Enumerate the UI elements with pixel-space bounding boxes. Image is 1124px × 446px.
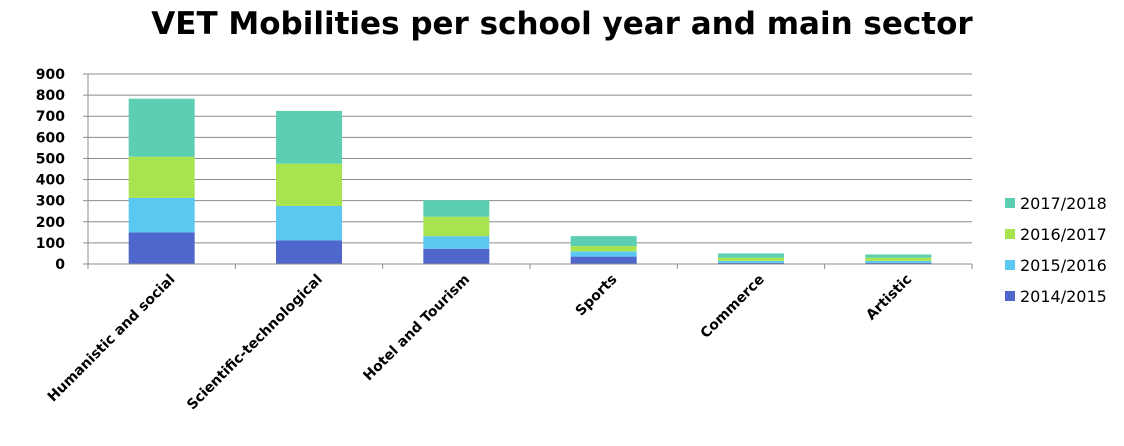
x-tick-label: Scientific-technological bbox=[184, 272, 326, 414]
y-tick-label: 300 bbox=[36, 194, 65, 210]
bar-segment bbox=[865, 254, 932, 258]
bar-segment bbox=[718, 257, 784, 261]
bar-segment bbox=[276, 163, 342, 206]
bar-segment bbox=[570, 236, 637, 247]
bar-segment bbox=[276, 205, 342, 241]
bar-segment bbox=[423, 216, 490, 237]
y-tick-label: 100 bbox=[36, 236, 65, 252]
legend-label: 2017/2018 bbox=[1020, 194, 1107, 213]
bar-segment bbox=[276, 240, 342, 264]
y-tick-label: 0 bbox=[55, 257, 65, 273]
bar-segment bbox=[718, 262, 784, 264]
x-tick-label: Hotel and Tourism bbox=[360, 272, 473, 385]
bar-segment bbox=[128, 98, 195, 157]
y-tick-label: 200 bbox=[36, 215, 65, 231]
y-tick-label: 400 bbox=[36, 173, 65, 189]
x-tick-label: Humanistic and social bbox=[45, 272, 179, 406]
y-tick-label: 800 bbox=[36, 88, 65, 104]
bar-segment bbox=[718, 253, 784, 258]
bar-segment bbox=[570, 251, 637, 257]
y-tick-label: 700 bbox=[36, 109, 65, 125]
legend-label: 2014/2015 bbox=[1020, 287, 1107, 306]
bar-segment bbox=[570, 256, 637, 264]
x-tick-label: Commerce bbox=[698, 272, 768, 342]
bar-segment bbox=[865, 257, 932, 261]
legend-label: 2016/2017 bbox=[1020, 225, 1107, 244]
bar-segment bbox=[276, 110, 342, 164]
bar-segment bbox=[128, 232, 195, 264]
legend-swatch bbox=[1005, 260, 1015, 270]
legend-label: 2015/2016 bbox=[1020, 256, 1107, 275]
bar-segment bbox=[718, 260, 784, 263]
bar-segment bbox=[865, 260, 932, 263]
bar-segment bbox=[570, 246, 637, 252]
bar-segment bbox=[865, 262, 932, 264]
y-tick-label: 500 bbox=[36, 151, 65, 167]
gridlines bbox=[88, 73, 972, 265]
legend-swatch bbox=[1005, 291, 1015, 301]
legend-swatch bbox=[1005, 198, 1015, 208]
bar-segment bbox=[423, 200, 490, 217]
y-tick-label: 600 bbox=[36, 130, 65, 146]
legend-swatch bbox=[1005, 229, 1015, 239]
x-tick-label: Artistic bbox=[863, 272, 915, 324]
bars bbox=[128, 98, 932, 264]
chart-title: VET Mobilities per school year and main … bbox=[151, 6, 973, 42]
x-tick-label: Sports bbox=[573, 272, 621, 320]
legend: 2017/2018 2016/2017 2015/2016 2014/2015 bbox=[1005, 194, 1107, 306]
bar-segment bbox=[128, 156, 195, 198]
y-tick-label: 900 bbox=[36, 67, 65, 83]
bar-segment bbox=[128, 197, 195, 233]
bar-segment bbox=[423, 236, 490, 249]
bar-segment bbox=[423, 248, 490, 264]
